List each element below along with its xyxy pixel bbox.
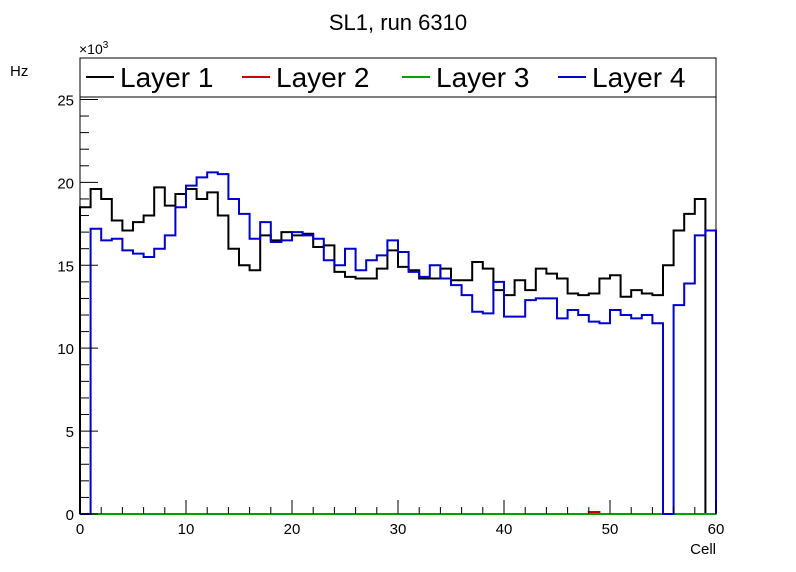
series-line-4 xyxy=(80,171,717,515)
x-tick-label: 10 xyxy=(178,521,195,538)
x-tick-label: 20 xyxy=(284,521,301,538)
x-tick-label: 50 xyxy=(602,521,619,538)
x-axis-label-group: Cell xyxy=(690,541,716,558)
legend-label-4: Layer 4 xyxy=(592,62,685,93)
legend-label-2: Layer 2 xyxy=(276,62,369,93)
y-axis-label: Hz xyxy=(10,63,28,80)
legend-label-3: Layer 3 xyxy=(436,62,529,93)
y-tick-label: 15 xyxy=(57,258,74,275)
y-axis-multiplier-exponent: 3 xyxy=(103,40,109,51)
y-axis-multiplier-base: ×10 xyxy=(79,41,103,57)
legend: Layer 1 Layer 2 Layer 3 Layer 4 xyxy=(79,57,717,98)
series-layer xyxy=(79,171,717,515)
y-tick-label: 0 xyxy=(66,507,74,524)
y-tick-label: 25 xyxy=(57,92,74,109)
y-tick-label: 5 xyxy=(66,424,74,441)
x-tick-label: 60 xyxy=(708,521,725,538)
series-line-1 xyxy=(79,186,716,515)
x-tick-label: 40 xyxy=(496,521,513,538)
x-tick-label: 0 xyxy=(76,521,84,538)
y-tick-label: 20 xyxy=(57,175,74,192)
x-tick-label: 30 xyxy=(390,521,407,538)
y-axis-multiplier: ×103 xyxy=(79,40,109,57)
chart-title: SL1, run 6310 xyxy=(329,10,467,35)
axis-ticks: 0 10 20 30 40 50 60 0 5 10 15 20 25 xyxy=(57,65,725,538)
x-axis-label: Cell xyxy=(690,541,716,558)
legend-label-1: Layer 1 xyxy=(120,62,213,93)
y-tick-label: 10 xyxy=(57,341,74,358)
legend-box xyxy=(79,57,717,98)
